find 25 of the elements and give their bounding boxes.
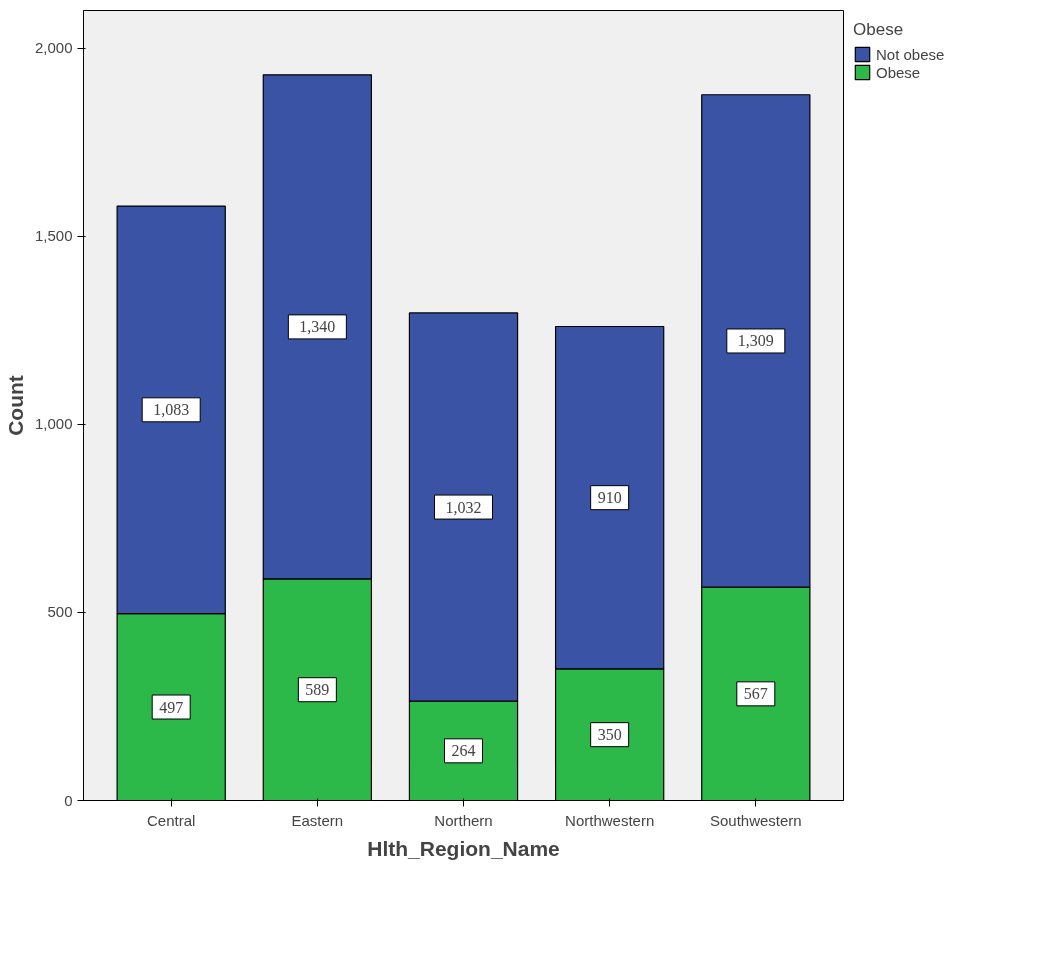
x-axis-title: Hlth_Region_Name bbox=[367, 836, 560, 860]
x-tick-label: Southwestern bbox=[709, 811, 802, 829]
y-tick-label: 500 bbox=[47, 603, 73, 621]
data-label: 350 bbox=[597, 726, 622, 744]
data-label: 589 bbox=[305, 681, 330, 699]
y-axis-title: Count bbox=[3, 375, 27, 436]
data-label: 567 bbox=[743, 685, 768, 703]
data-label: 497 bbox=[159, 698, 184, 716]
legend-title: Obese bbox=[853, 20, 905, 40]
x-tick-label: Central bbox=[147, 811, 196, 829]
data-label: 1,340 bbox=[299, 318, 336, 336]
legend-label: Obese bbox=[876, 63, 921, 81]
legend-label: Not obese bbox=[876, 45, 945, 63]
data-label: 1,309 bbox=[737, 332, 774, 350]
x-tick-label: Eastern bbox=[291, 811, 344, 829]
data-label: 910 bbox=[597, 489, 622, 507]
y-tick-label: 1,000 bbox=[34, 415, 73, 433]
data-label: 1,032 bbox=[445, 498, 482, 516]
y-tick-label: 0 bbox=[64, 791, 73, 809]
y-tick-label: 1,500 bbox=[34, 227, 73, 245]
x-tick-label: Northern bbox=[434, 811, 493, 829]
y-tick-label: 2,000 bbox=[34, 39, 73, 57]
data-label: 264 bbox=[451, 742, 476, 760]
x-tick-label: Northwestern bbox=[565, 811, 655, 829]
data-label: 1,083 bbox=[153, 401, 190, 419]
